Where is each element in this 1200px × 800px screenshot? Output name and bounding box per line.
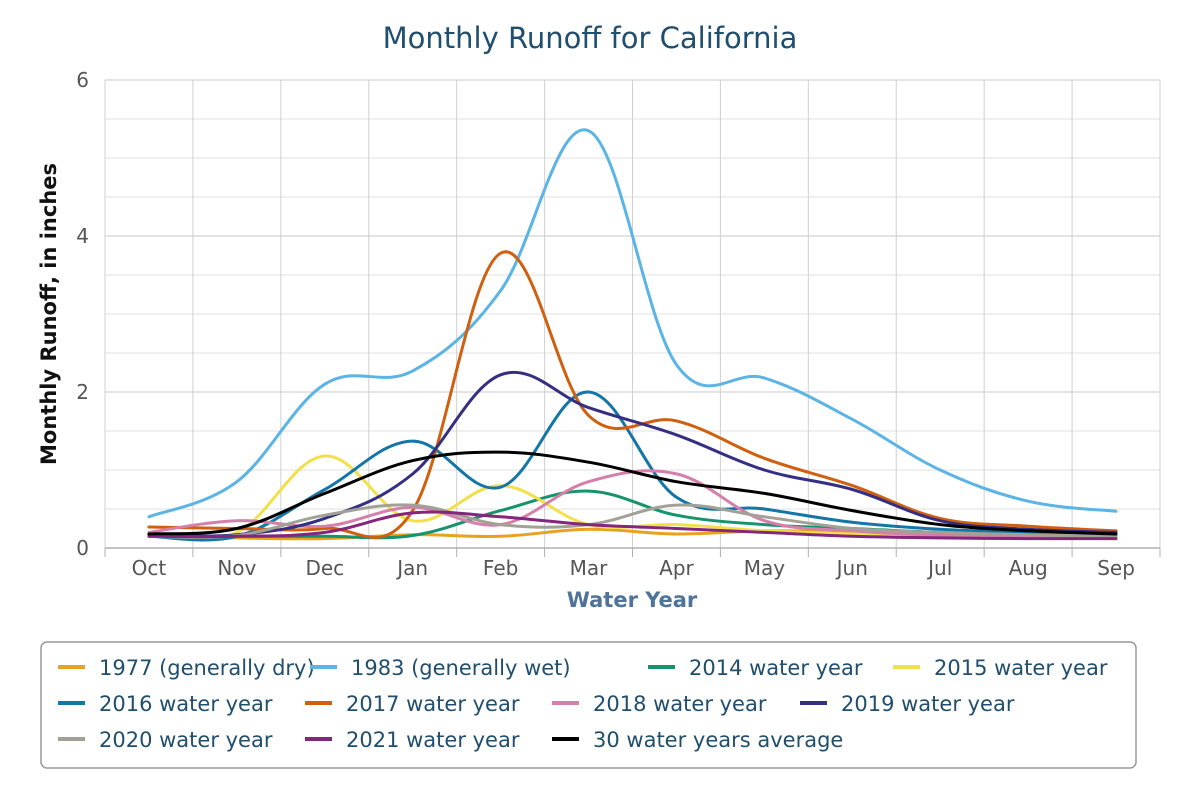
series-line-1983-generally-wet <box>147 128 1118 519</box>
x-tick-label: May <box>744 556 786 580</box>
legend-item-2019-water-year[interactable]: 2019 water year <box>800 692 1015 716</box>
series-line-2017-water-year <box>147 250 1118 539</box>
legend-label: 2020 water year <box>99 728 273 752</box>
legend-item-30-water-years-average[interactable]: 30 water years average <box>552 728 843 752</box>
legend-item-2021-water-year[interactable]: 2021 water year <box>305 728 520 752</box>
legend-box <box>40 641 1137 769</box>
x-tick-label: Nov <box>217 556 256 580</box>
y-tick-label: 4 <box>76 224 89 248</box>
x-tick-label: Feb <box>483 556 518 580</box>
x-tick-label: Oct <box>132 556 167 580</box>
legend-item-1983-generally-wet[interactable]: 1983 (generally wet) <box>310 656 571 680</box>
legend: 1977 (generally dry) 1983 (generally wet)… <box>58 656 1108 752</box>
legend-label: 1977 (generally dry) <box>99 656 315 680</box>
legend-label: 2014 water year <box>689 656 863 680</box>
legend-item-1977-generally-dry[interactable]: 1977 (generally dry) <box>58 656 315 680</box>
y-axis-ticks: 0 2 4 6 <box>76 68 89 560</box>
y-tick-label: 6 <box>76 68 89 92</box>
legend-label: 2015 water year <box>934 656 1108 680</box>
series-lines <box>147 128 1118 542</box>
legend-item-2014-water-year[interactable]: 2014 water year <box>648 656 863 680</box>
x-tick-label: Jun <box>835 556 868 580</box>
series-line-2019-water-year <box>147 370 1118 538</box>
legend-label: 30 water years average <box>593 728 843 752</box>
x-tick-label: Mar <box>570 556 609 580</box>
x-tick-label: Sep <box>1097 556 1135 580</box>
legend-label: 2017 water year <box>346 692 520 716</box>
legend-item-2015-water-year[interactable]: 2015 water year <box>893 656 1108 680</box>
legend-label: 2021 water year <box>346 728 520 752</box>
series-line-2020-water-year <box>147 503 1118 539</box>
legend-label: 1983 (generally wet) <box>351 656 571 680</box>
x-axis-ticks: Oct Nov Dec Jan Feb Mar Apr May Jun Jul Aug Sep <box>132 556 1135 580</box>
legend-label: 2019 water year <box>841 692 1015 716</box>
series-line-30-water-years-average <box>147 450 1118 536</box>
series-line-2016-water-year <box>147 390 1118 542</box>
legend-item-2017-water-year[interactable]: 2017 water year <box>305 692 520 716</box>
y-axis-label: Monthly Runoff, in inches <box>37 163 61 465</box>
y-tick-label: 0 <box>76 536 89 560</box>
legend-label: 2018 water year <box>593 692 767 716</box>
x-tick-label: Jul <box>926 556 952 580</box>
x-tick-label: Jan <box>395 556 428 580</box>
x-axis-label: Water Year <box>567 588 698 612</box>
chart-title: Monthly Runoff for California <box>383 21 798 55</box>
series-line-2021-water-year <box>147 510 1118 541</box>
legend-item-2016-water-year[interactable]: 2016 water year <box>58 692 273 716</box>
legend-label: 2016 water year <box>99 692 273 716</box>
legend-item-2018-water-year[interactable]: 2018 water year <box>552 692 767 716</box>
x-tick-label: Dec <box>305 556 344 580</box>
legend-item-2020-water-year[interactable]: 2020 water year <box>58 728 273 752</box>
y-tick-label: 2 <box>76 380 89 404</box>
x-tick-label: Aug <box>1009 556 1048 580</box>
x-tick-label: Apr <box>659 556 694 580</box>
grid <box>104 79 1161 557</box>
